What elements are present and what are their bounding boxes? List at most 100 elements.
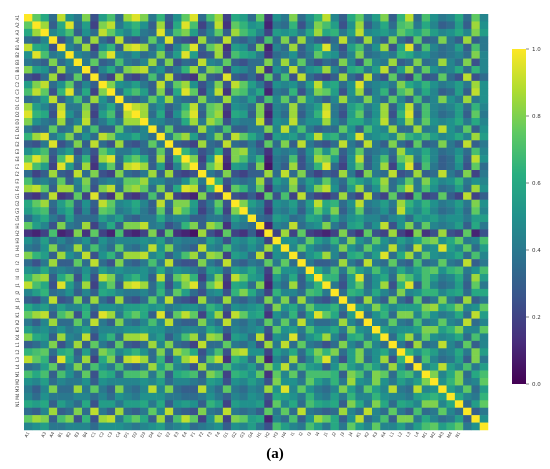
- heatmap-cell: [24, 58, 33, 67]
- heatmap-cell: [239, 407, 248, 416]
- heatmap-cell: [280, 28, 290, 37]
- heatmap-cell: [156, 162, 166, 171]
- heatmap-cell: [115, 184, 124, 193]
- heatmap-cell: [32, 170, 41, 178]
- heatmap-cell: [305, 266, 315, 275]
- heatmap-cell: [289, 14, 298, 22]
- heatmap-cell: [272, 51, 282, 59]
- heatmap-cell: [280, 43, 290, 52]
- heatmap-cell: [289, 132, 298, 141]
- heatmap-cell: [123, 140, 132, 148]
- heatmap-cell: [471, 407, 480, 416]
- heatmap-cell: [405, 370, 414, 379]
- heatmap-cell: [40, 266, 50, 275]
- heatmap-cell: [156, 147, 166, 156]
- heatmap-cell: [355, 385, 364, 394]
- heatmap-cell: [82, 73, 91, 82]
- heatmap-cell: [479, 14, 489, 22]
- heatmap-cell: [239, 266, 248, 275]
- heatmap-cell: [82, 407, 91, 416]
- heatmap-cell: [181, 296, 190, 304]
- y-tick-label: E4: [15, 156, 20, 162]
- heatmap-cell: [289, 251, 298, 260]
- heatmap-cell: [264, 288, 273, 297]
- heatmap-cell: [231, 296, 240, 304]
- heatmap-cell: [181, 407, 190, 416]
- heatmap-cell: [123, 155, 132, 163]
- heatmap-cell: [454, 214, 464, 223]
- heatmap-cell: [123, 28, 132, 37]
- x-tick-label: F4: [214, 431, 221, 438]
- heatmap-cell: [322, 355, 331, 364]
- heatmap-cell: [222, 363, 232, 371]
- heatmap-cell: [198, 348, 207, 356]
- heatmap-cell: [396, 73, 406, 82]
- heatmap-cell: [82, 207, 91, 215]
- heatmap-cell: [82, 318, 91, 327]
- heatmap-cell: [256, 266, 265, 275]
- heatmap-cell: [106, 244, 116, 252]
- heatmap-cell: [372, 132, 381, 141]
- heatmap-cell: [264, 236, 273, 245]
- heatmap-cell: [148, 407, 157, 416]
- y-tick-label: A4: [15, 37, 20, 43]
- heatmap-cell: [239, 80, 248, 89]
- heatmap-cell: [289, 288, 298, 297]
- heatmap-cell: [181, 274, 190, 282]
- heatmap-cell: [438, 266, 447, 275]
- heatmap-cell: [164, 214, 174, 223]
- heatmap-cell: [106, 288, 116, 297]
- heatmap-cell: [98, 66, 108, 74]
- heatmap-cell: [305, 170, 315, 178]
- heatmap-cell: [189, 311, 199, 319]
- heatmap-cell: [189, 296, 199, 304]
- heatmap-cell: [98, 103, 108, 111]
- x-tick-label: B2: [65, 431, 72, 439]
- heatmap-cell: [148, 288, 157, 297]
- heatmap-cell: [206, 155, 215, 163]
- heatmap-cell: [463, 58, 472, 67]
- heatmap-cell: [181, 244, 190, 252]
- heatmap-cell: [115, 207, 124, 215]
- heatmap-cell: [131, 296, 141, 304]
- heatmap-cell: [438, 326, 447, 334]
- heatmap-cell: [338, 400, 348, 408]
- heatmap-cell: [479, 415, 489, 423]
- heatmap-cell: [347, 21, 356, 30]
- heatmap-cell: [272, 147, 282, 156]
- heatmap-cell: [222, 251, 232, 260]
- heatmap-cell: [396, 266, 406, 275]
- heatmap-cell: [189, 170, 199, 178]
- heatmap-cell: [173, 170, 182, 178]
- heatmap-cell: [421, 88, 431, 96]
- heatmap-cell: [148, 80, 157, 89]
- heatmap-cell: [338, 207, 348, 215]
- heatmap-cell: [421, 281, 431, 290]
- y-tick-label: D4: [15, 126, 20, 132]
- heatmap-cell: [73, 214, 83, 223]
- heatmap-cell: [24, 28, 33, 37]
- heatmap-cell: [123, 103, 132, 111]
- y-tick-label: L4: [15, 364, 20, 369]
- heatmap-cell: [115, 288, 124, 297]
- heatmap-cell: [48, 58, 58, 67]
- heatmap-cell: [297, 110, 306, 119]
- heatmap-cell: [164, 303, 174, 312]
- heatmap-cell: [247, 340, 257, 349]
- heatmap-cell: [189, 415, 199, 423]
- heatmap-cell: [231, 378, 240, 386]
- heatmap-cell: [131, 378, 141, 386]
- heatmap-cell: [289, 244, 298, 252]
- heatmap-cell: [330, 229, 340, 238]
- heatmap-cell: [32, 147, 41, 156]
- heatmap-cell: [198, 415, 207, 423]
- heatmap-cell: [264, 222, 273, 230]
- heatmap-cell: [82, 140, 91, 148]
- heatmap-cell: [48, 28, 58, 37]
- heatmap-cell: [388, 303, 398, 312]
- heatmap-cell: [405, 236, 414, 245]
- heatmap-cell: [148, 266, 157, 275]
- heatmap-cell: [115, 162, 124, 171]
- heatmap-cell: [148, 214, 157, 223]
- heatmap-cell: [413, 244, 422, 252]
